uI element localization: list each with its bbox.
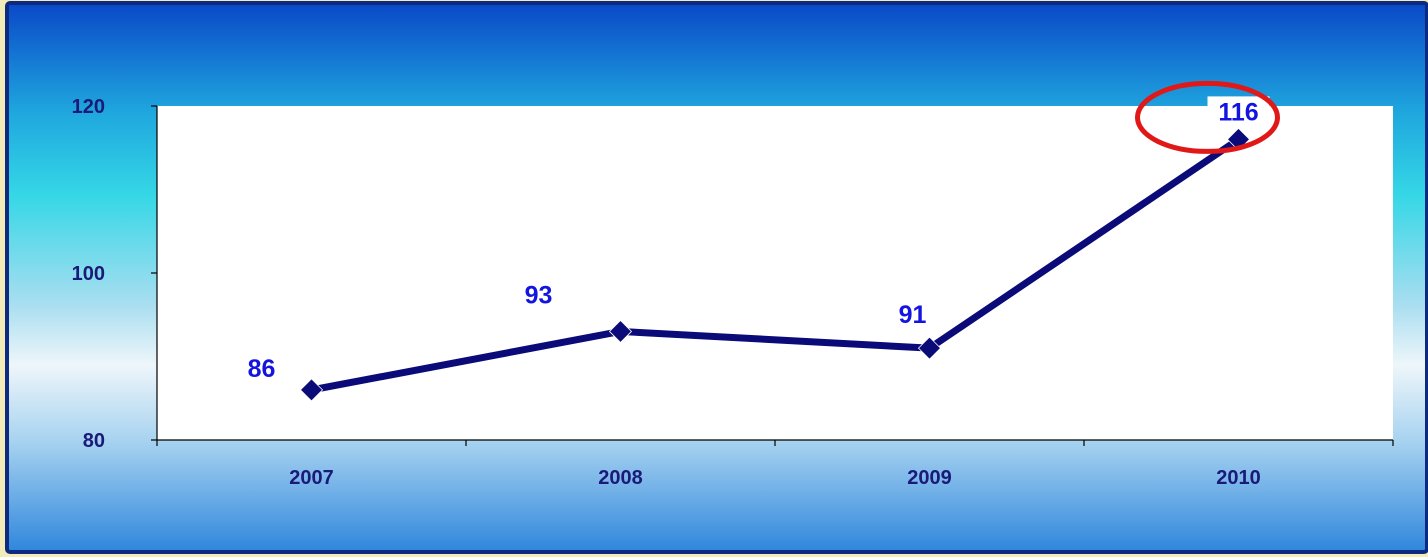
y-tick-label: 120 [72, 96, 105, 118]
x-tick-label: 2008 [598, 467, 643, 489]
data-point-marker [608, 319, 633, 344]
series-line [310, 136, 1241, 394]
data-point-marker [917, 336, 942, 360]
data-label: 93 [525, 281, 553, 309]
x-tick-label: 2007 [289, 467, 334, 489]
x-tick-label: 2009 [907, 467, 952, 489]
y-tick-label: 100 [72, 263, 105, 285]
y-tick-label: 80 [83, 430, 105, 452]
highlight-ellipse [1135, 80, 1280, 154]
x-tick-label: 2010 [1216, 467, 1261, 489]
plot-area [157, 106, 1393, 440]
data-labels: 86 93 91 116 [248, 96, 1270, 383]
data-label-background [1207, 96, 1270, 127]
x-axis-ticks: 2007 2008 2009 2010 [156, 440, 1394, 489]
data-label: 116 [1218, 98, 1258, 126]
y-axis-ticks: 80 100 120 [72, 96, 157, 452]
data-label: 91 [899, 301, 927, 329]
data-point-marker [299, 378, 324, 402]
highlight-group [1135, 80, 1280, 154]
data-label: 86 [248, 355, 276, 383]
